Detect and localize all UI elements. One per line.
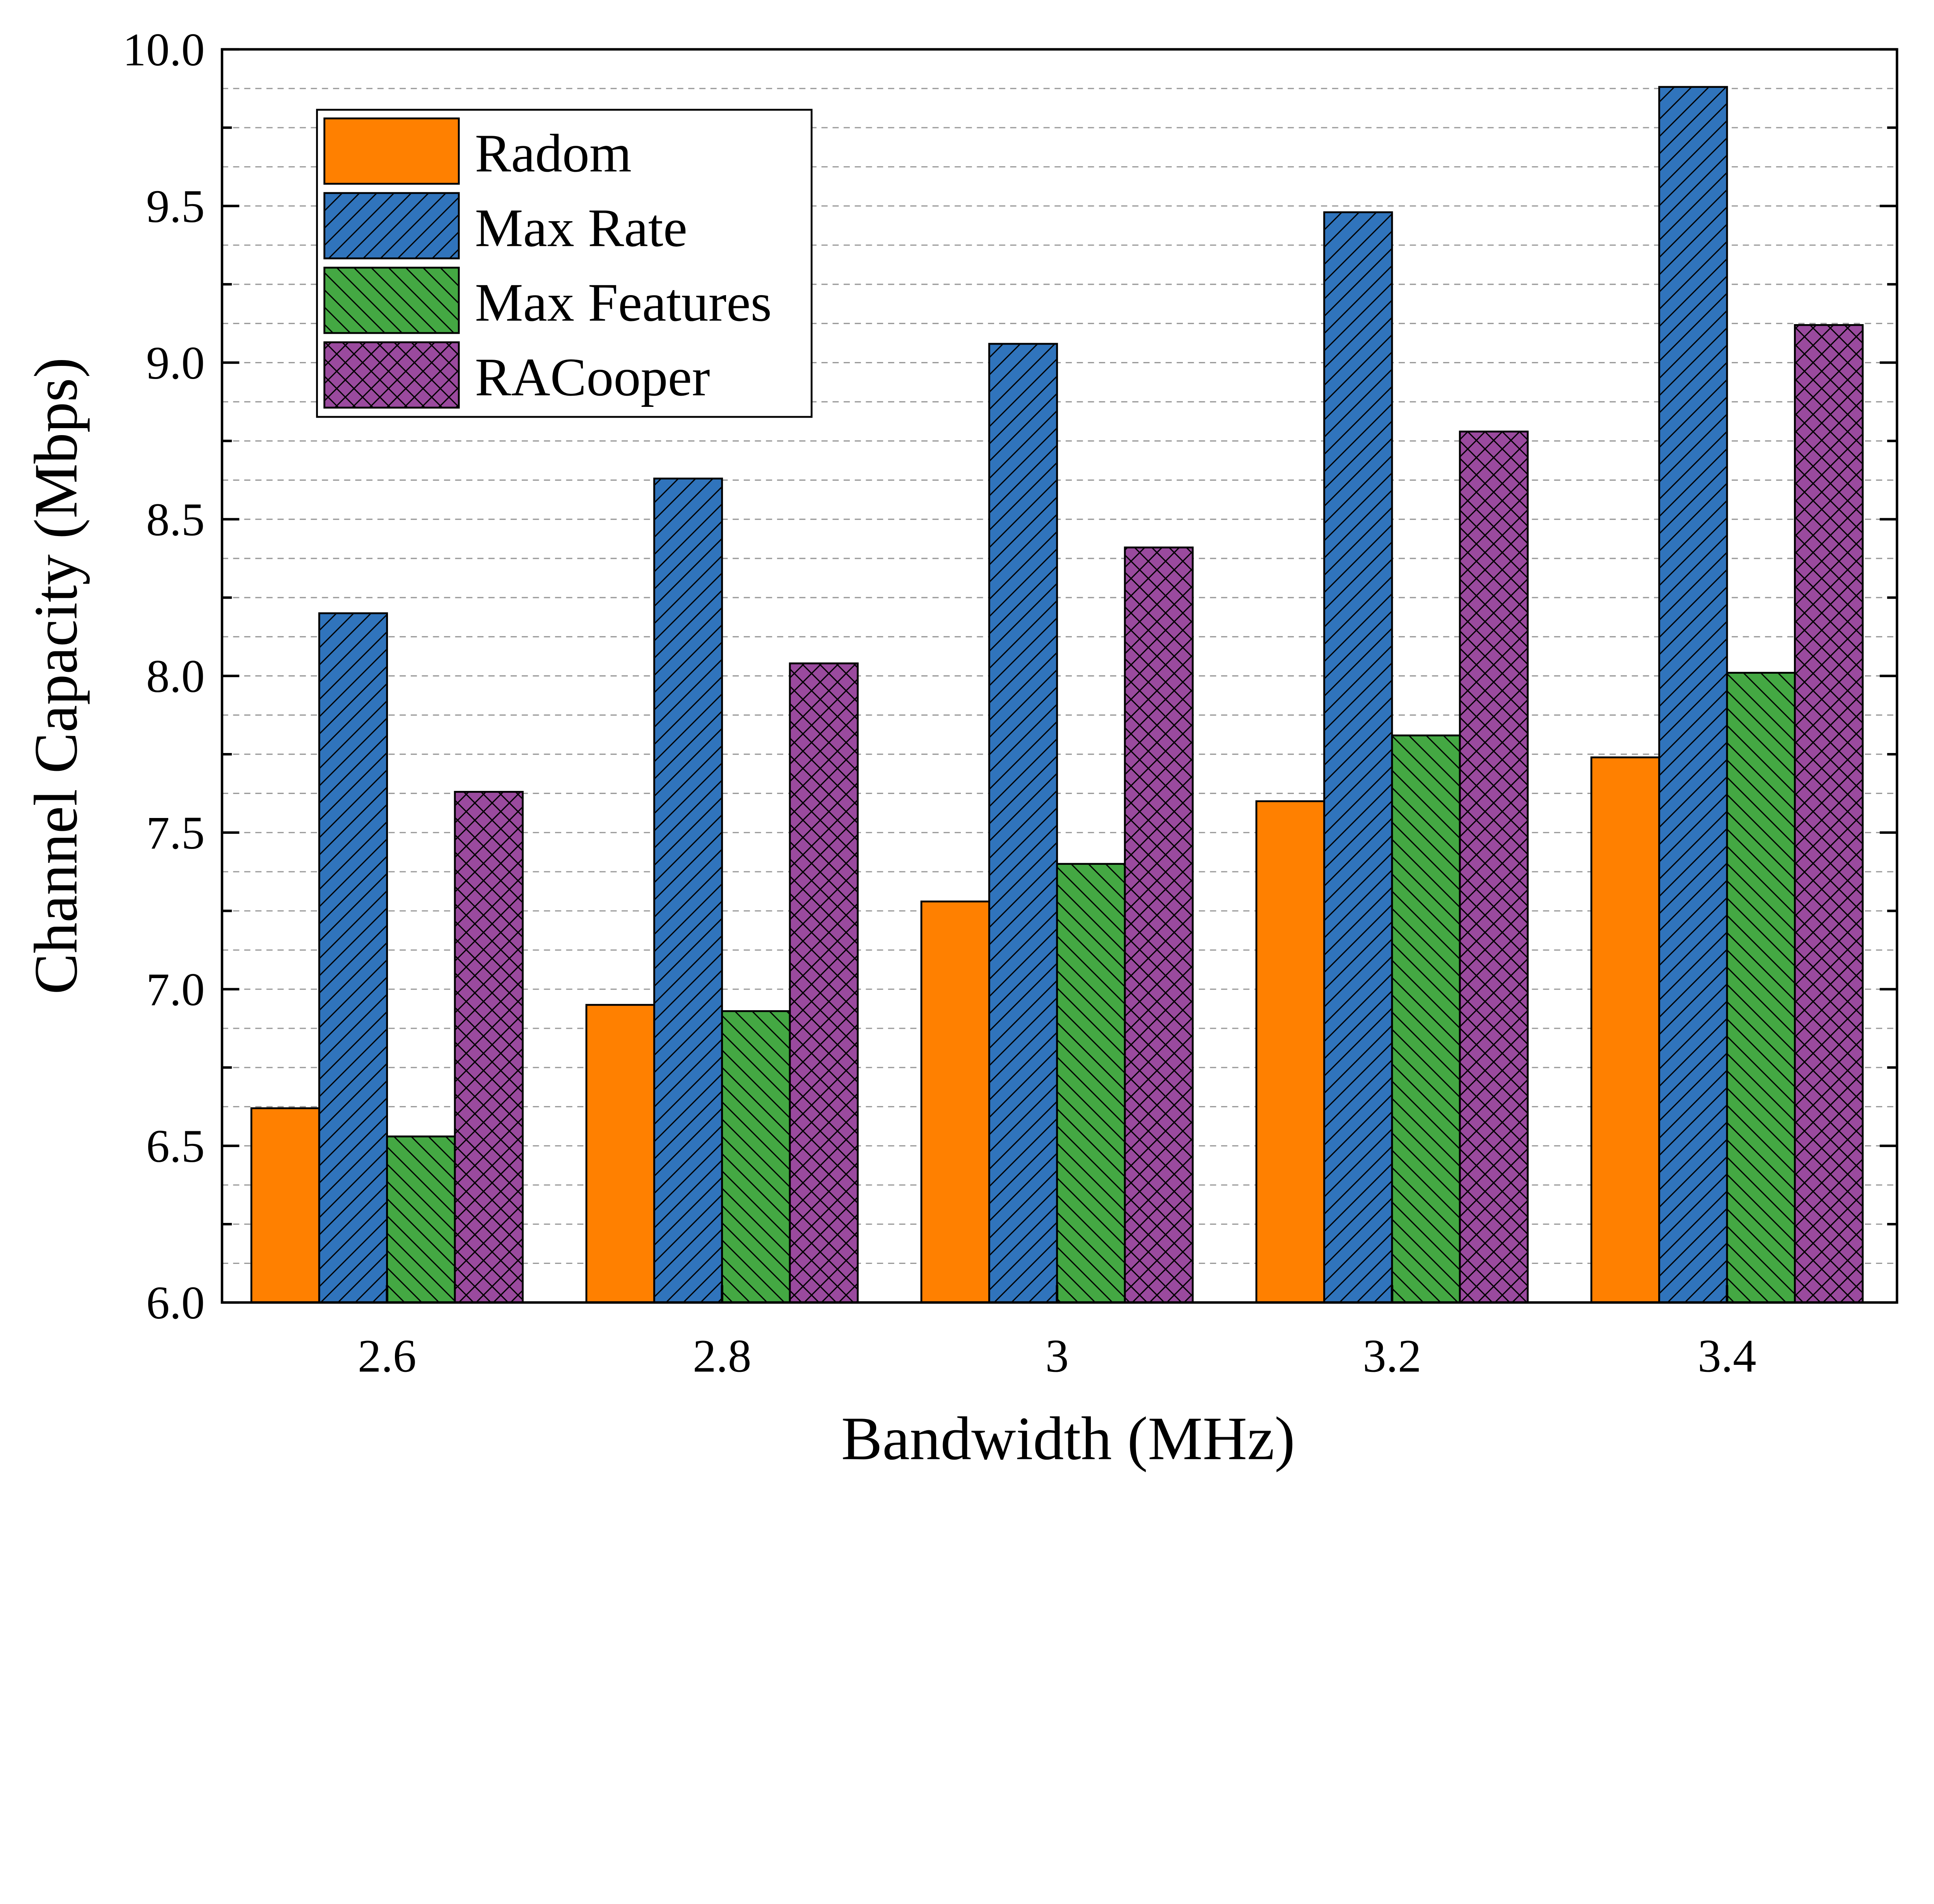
x-tick-label: 2.8 bbox=[693, 1330, 751, 1382]
bar-chart: 6.0 6.5 7.0 7.5 8.0 8.5 9.0 9.5 10.0 2.6 2.8 3 3.2 3… bbox=[22, 24, 1898, 1473]
bar-radom bbox=[585, 1004, 655, 1304]
legend-swatch-hatch bbox=[324, 193, 459, 259]
y-tick-label: 10.0 bbox=[123, 24, 205, 76]
bar-hatch bbox=[319, 613, 387, 1303]
x-tick-label: 3.2 bbox=[1363, 1330, 1421, 1382]
x-tick-label: 3 bbox=[1045, 1330, 1069, 1382]
bar-hatch bbox=[1795, 325, 1863, 1303]
y-tick-label: 6.0 bbox=[146, 1277, 205, 1329]
legend-swatch-hatch bbox=[324, 342, 459, 408]
bar-hatch bbox=[1057, 864, 1125, 1303]
bar-hatch bbox=[1659, 87, 1727, 1303]
legend-label: RACooper bbox=[475, 347, 710, 407]
bar-hatch bbox=[654, 478, 722, 1303]
bar-hatch bbox=[989, 344, 1057, 1303]
y-axis-label: Channel Capacity (Mbps) bbox=[22, 357, 90, 994]
bar-hatch bbox=[1324, 212, 1392, 1303]
y-tick-label: 7.5 bbox=[146, 807, 205, 859]
y-tick-label: 9.5 bbox=[146, 181, 205, 232]
legend-swatch-hatch bbox=[324, 268, 459, 333]
y-tick-label: 8.5 bbox=[146, 494, 205, 546]
legend-label: Radom bbox=[475, 123, 632, 183]
y-tick-label: 6.5 bbox=[146, 1120, 205, 1172]
x-tick-label: 2.6 bbox=[358, 1330, 416, 1382]
bar-radom bbox=[920, 900, 990, 1304]
bars bbox=[250, 86, 1864, 1304]
bar-hatch bbox=[722, 1011, 790, 1303]
legend-label: Max Features bbox=[475, 273, 772, 333]
y-tick-label: 8.0 bbox=[146, 651, 205, 702]
legend-swatch bbox=[323, 117, 460, 185]
bar-hatch bbox=[1392, 735, 1460, 1303]
x-axis-label: Bandwidth (MHz) bbox=[841, 1405, 1295, 1473]
y-axis: 6.0 6.5 7.0 7.5 8.0 8.5 9.0 9.5 10.0 bbox=[123, 24, 1897, 1329]
x-axis: 2.6 2.8 3 3.2 3.4 bbox=[358, 1285, 1756, 1382]
bar-radom bbox=[1255, 800, 1325, 1304]
legend-label: Max Rate bbox=[475, 198, 687, 258]
x-tick-label: 3.4 bbox=[1698, 1330, 1756, 1382]
y-tick-label: 7.0 bbox=[146, 964, 205, 1016]
legend: Radom Max Rate Max Features RACooper bbox=[316, 109, 813, 418]
bar-radom bbox=[1590, 756, 1660, 1304]
bar-hatch bbox=[1125, 547, 1193, 1303]
bar-hatch bbox=[790, 663, 858, 1303]
bar-hatch bbox=[387, 1136, 455, 1303]
bar-hatch bbox=[455, 792, 523, 1303]
bar-radom bbox=[250, 1107, 320, 1304]
y-tick-label: 9.0 bbox=[146, 337, 205, 389]
bar-hatch bbox=[1727, 673, 1795, 1303]
bar-hatch bbox=[1460, 431, 1528, 1303]
